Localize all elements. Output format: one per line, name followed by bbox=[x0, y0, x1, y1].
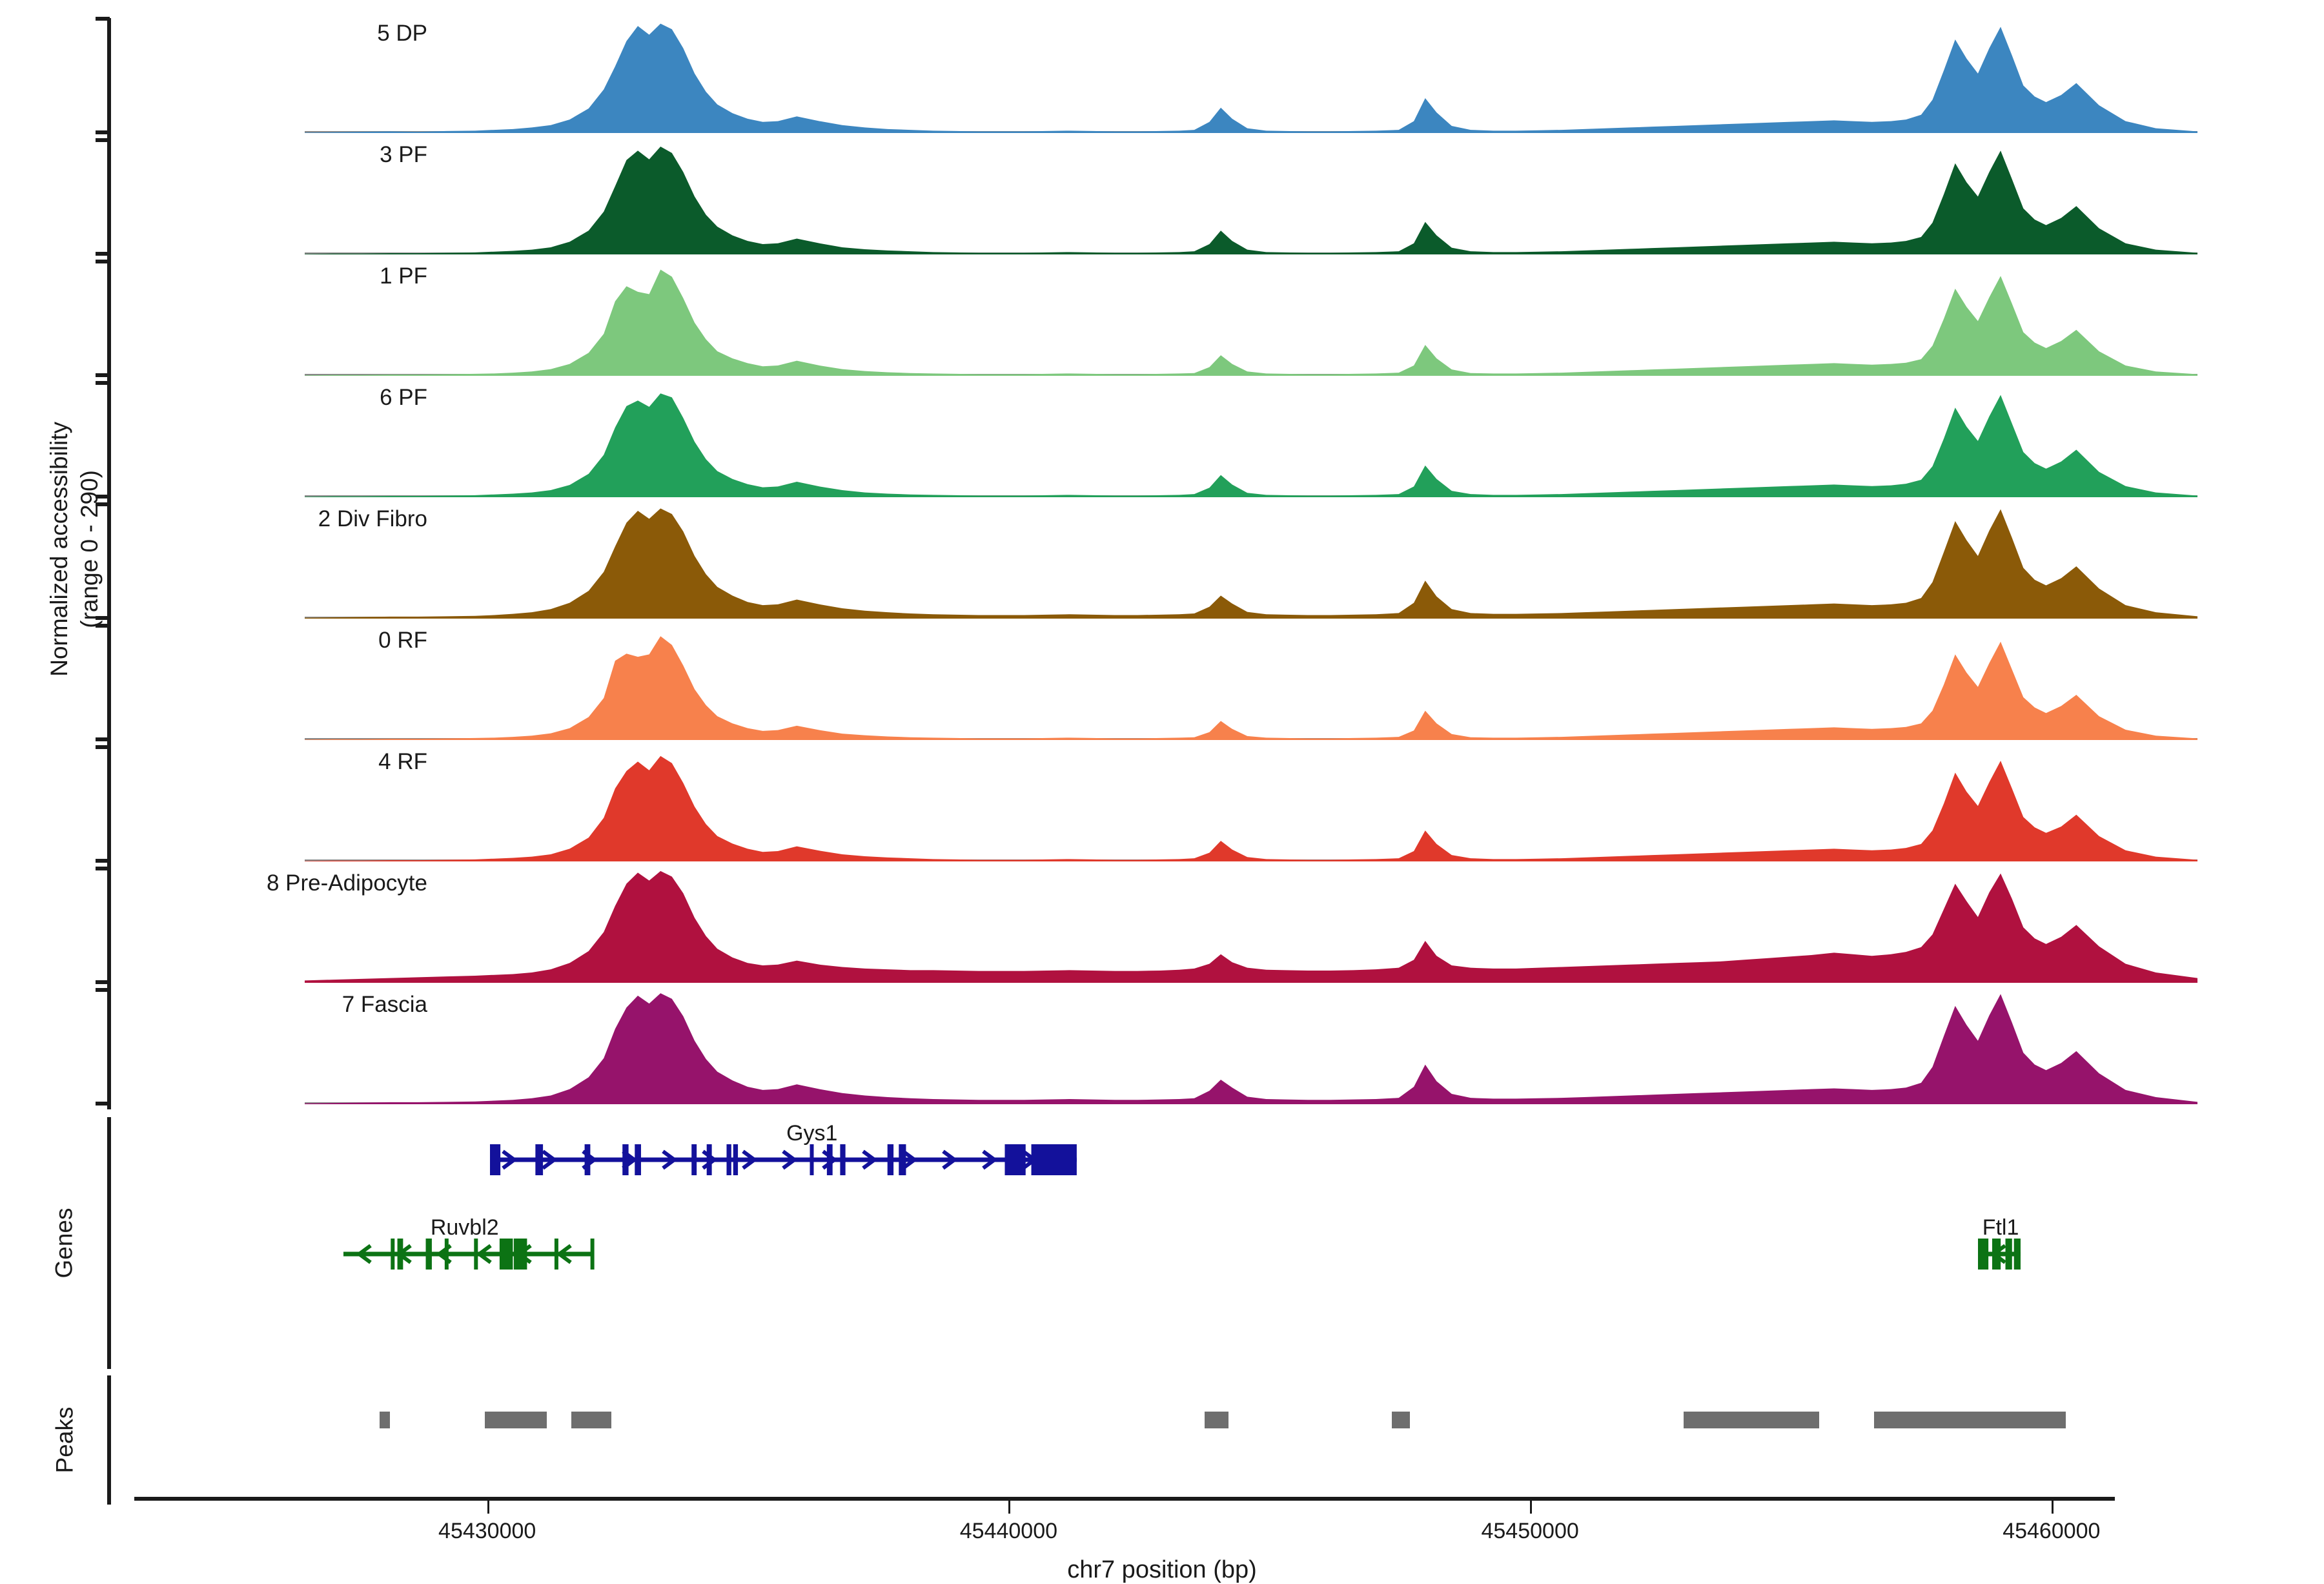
signal-track-area bbox=[305, 261, 2197, 376]
signal-track: 2 Div Fibro bbox=[111, 497, 2293, 619]
x-axis-tick-label: 45440000 bbox=[959, 1519, 1058, 1543]
y-axis-title-line2: (range 0 - 290) bbox=[76, 469, 103, 628]
signal-axis-tick bbox=[96, 502, 110, 506]
x-axis-tick bbox=[487, 1501, 489, 1514]
signal-axis-tick bbox=[96, 616, 110, 620]
peaks-panel bbox=[111, 1375, 2293, 1505]
signal-axis-tick bbox=[96, 373, 110, 377]
peak-bar bbox=[571, 1412, 611, 1428]
signal-axis-tick bbox=[96, 138, 110, 142]
signal-axis-tick bbox=[96, 980, 110, 984]
peaks-axis-spine bbox=[107, 1375, 111, 1505]
signal-track-label: 6 PF bbox=[380, 385, 427, 410]
signal-axis-tick bbox=[96, 17, 110, 21]
peak-bar bbox=[484, 1412, 547, 1428]
genes-panel: Gys1 Ruvbl2 Ftl1 bbox=[111, 1117, 2293, 1369]
signal-track-label: 1 PF bbox=[380, 263, 427, 289]
signal-track: 1 PF bbox=[111, 254, 2293, 376]
signal-track: 3 PF bbox=[111, 133, 2293, 254]
signal-track-area bbox=[305, 746, 2197, 861]
signal-track-label: 5 DP bbox=[377, 21, 427, 46]
signal-axis-tick bbox=[96, 260, 110, 263]
signal-track-label: 4 RF bbox=[378, 749, 427, 774]
x-axis-tick-label: 45460000 bbox=[2003, 1519, 2101, 1543]
signal-track: 6 PF bbox=[111, 376, 2293, 497]
signal-axis-tick bbox=[96, 867, 110, 870]
signal-axis-tick bbox=[96, 988, 110, 992]
x-axis-tick bbox=[1530, 1501, 1533, 1514]
signal-track: 5 DP bbox=[111, 12, 2293, 133]
signal-track-area bbox=[305, 989, 2197, 1104]
genome-browser-figure: Normalized accessibility (range 0 - 290)… bbox=[26, 12, 2293, 1583]
signal-axis-tick bbox=[96, 737, 110, 741]
gene-name-label: Ruvbl2 bbox=[430, 1215, 499, 1240]
peak-bar bbox=[379, 1412, 390, 1428]
signal-track: 7 Fascia bbox=[111, 983, 2293, 1104]
signal-axis-tick bbox=[96, 252, 110, 256]
genes-panel-label: Genes bbox=[26, 1117, 103, 1369]
signal-track: 8 Pre-Adipocyte bbox=[111, 861, 2293, 983]
signal-track-area bbox=[305, 139, 2197, 254]
peak-bar bbox=[1683, 1412, 1819, 1428]
signal-track-area bbox=[305, 625, 2197, 740]
signal-track-label: 2 Div Fibro bbox=[318, 506, 427, 531]
x-axis-tick bbox=[1008, 1501, 1011, 1514]
peaks-panel-label-text: Peaks bbox=[51, 1406, 77, 1474]
signal-axis-tick bbox=[96, 495, 110, 499]
signal-track: 0 RF bbox=[111, 619, 2293, 740]
peak-bar bbox=[1392, 1412, 1411, 1428]
gene-model bbox=[343, 1239, 595, 1270]
genes-axis-spine bbox=[107, 1117, 111, 1369]
signal-track-label: 7 Fascia bbox=[341, 992, 427, 1017]
peak-bar bbox=[1873, 1412, 2066, 1428]
signal-axis-tick bbox=[96, 624, 110, 628]
signal-track: 4 RF bbox=[111, 740, 2293, 861]
x-axis-tick-label: 45450000 bbox=[1481, 1519, 1579, 1543]
signal-track-area bbox=[305, 504, 2197, 619]
signal-track-area bbox=[305, 868, 2197, 983]
gene-model bbox=[490, 1144, 1078, 1175]
gene-name-label: Ftl1 bbox=[1982, 1215, 2019, 1240]
signal-track-label: 3 PF bbox=[380, 142, 427, 167]
signal-axis-spine bbox=[107, 18, 111, 1109]
y-axis-title-line1: Normalized accessibility bbox=[45, 421, 72, 677]
signal-axis-tick bbox=[96, 859, 110, 863]
signal-axis-tick bbox=[96, 1102, 110, 1106]
signal-track-area bbox=[305, 382, 2197, 497]
x-axis-tick-label: 45430000 bbox=[438, 1519, 536, 1543]
peaks-panel-label: Peaks bbox=[26, 1375, 103, 1505]
signal-track-label: 8 Pre-Adipocyte bbox=[266, 870, 427, 896]
gene-name-label: Gys1 bbox=[786, 1121, 838, 1146]
signal-track-area bbox=[305, 18, 2197, 133]
signal-axis-tick bbox=[96, 381, 110, 385]
x-axis-line bbox=[134, 1497, 2115, 1501]
signal-track-label: 0 RF bbox=[378, 628, 427, 653]
x-axis-title: chr7 position (bp) bbox=[1067, 1556, 1257, 1583]
x-axis-tick bbox=[2051, 1501, 2054, 1514]
signal-axis-tick bbox=[96, 130, 110, 134]
genes-panel-label-text: Genes bbox=[50, 1208, 77, 1279]
peak-bar bbox=[1205, 1412, 1228, 1428]
signal-axis-tick bbox=[96, 745, 110, 749]
gene-model bbox=[1977, 1239, 2021, 1270]
